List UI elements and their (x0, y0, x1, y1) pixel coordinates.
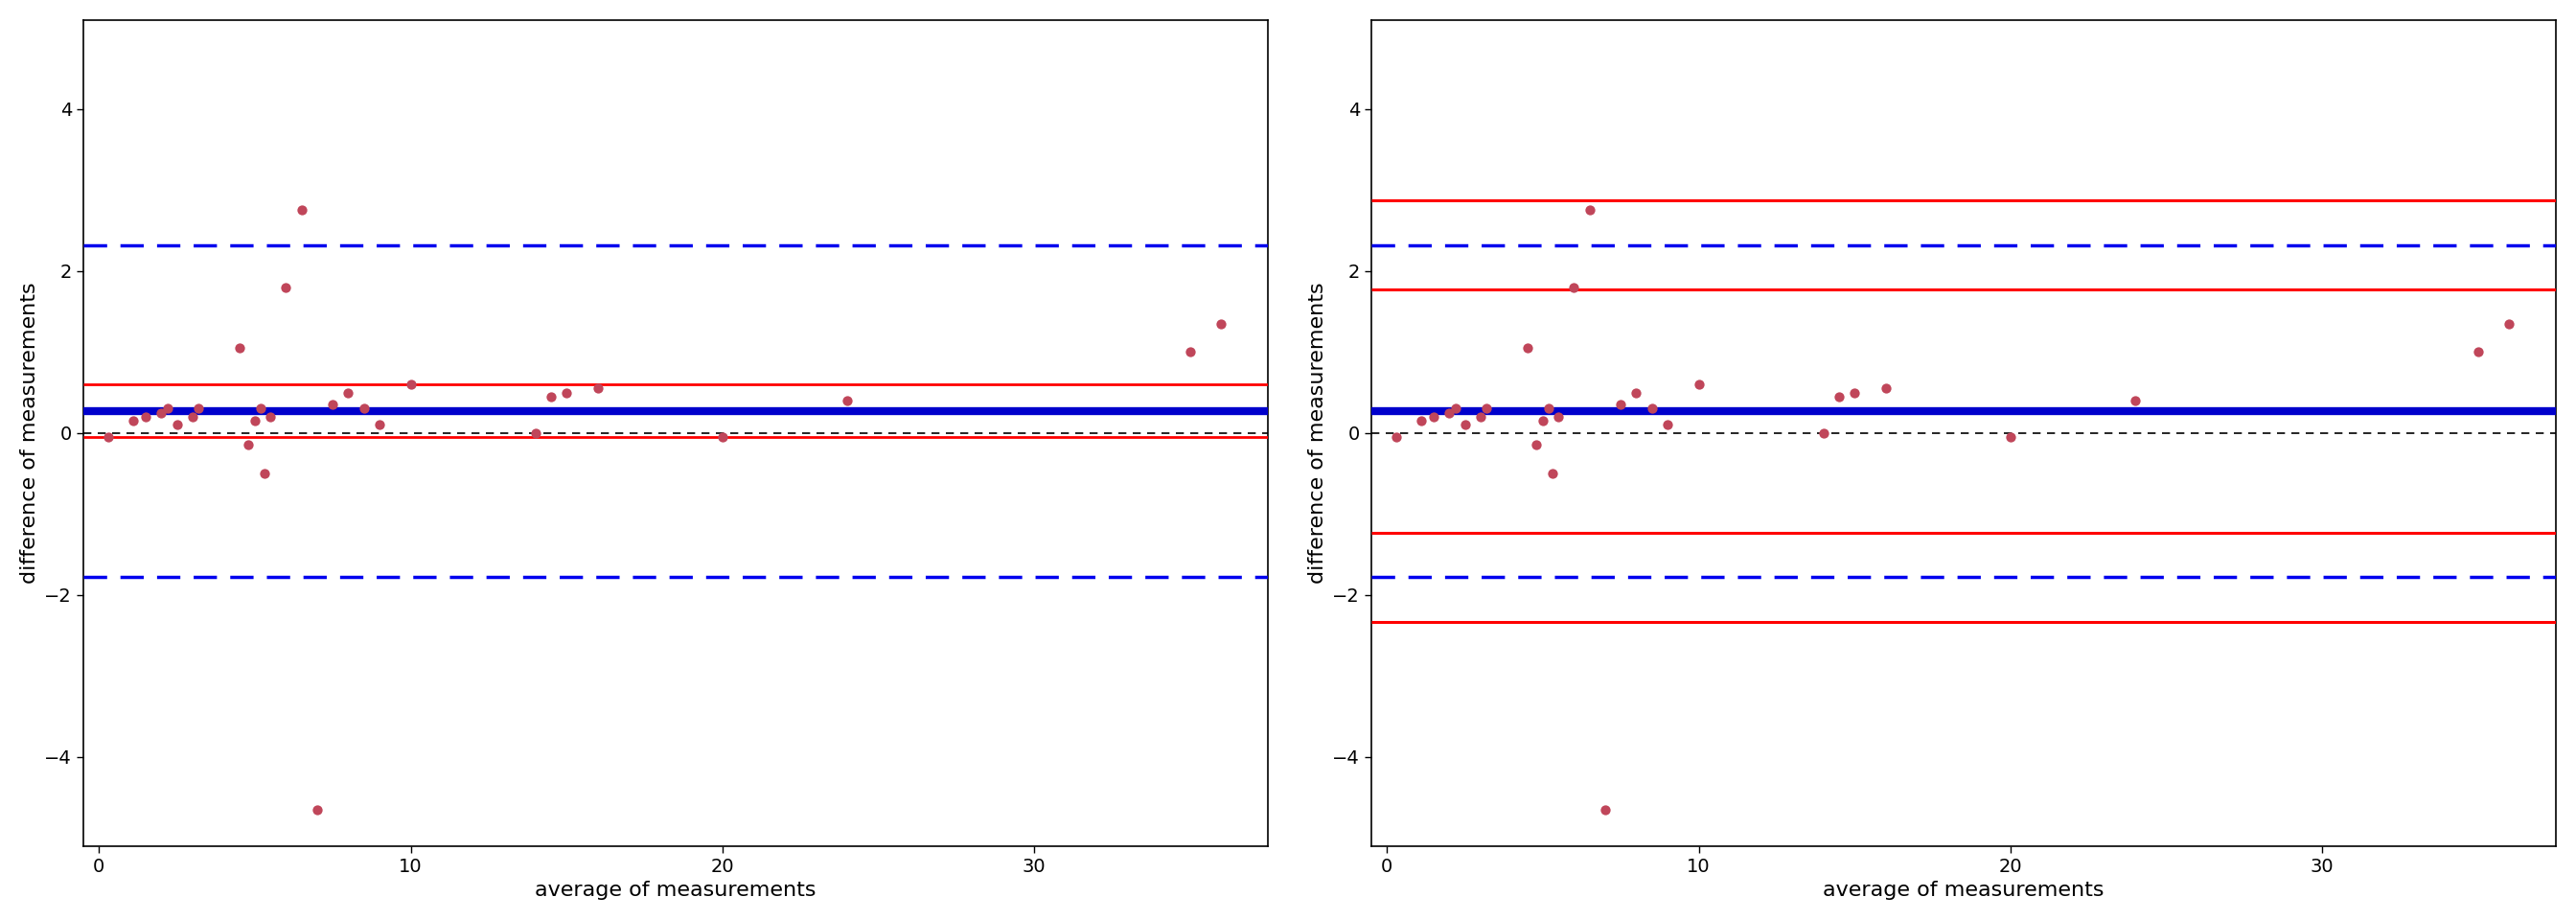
Point (1445, 418, 1486, 432)
Point (1461, 409, 1502, 424)
Y-axis label: difference of measurements: difference of measurements (21, 282, 39, 584)
Point (2115, 393, 2156, 408)
Point (1170, 345, 1211, 360)
Point (1989, 430, 2030, 444)
Point (240, 401, 281, 416)
Y-axis label: difference of measurements: difference of measurements (1309, 282, 1327, 584)
Point (1515, 438, 1556, 453)
Point (227, 438, 268, 453)
Point (312, 397, 353, 412)
Point (515, 426, 556, 441)
Point (265, 280, 307, 294)
Point (147, 401, 188, 416)
Point (1819, 389, 1860, 404)
Point (296, 802, 337, 817)
Point (2488, 316, 2530, 331)
X-axis label: average of measurements: average of measurements (1824, 880, 2105, 900)
Point (358, 418, 399, 432)
Point (1677, 377, 1718, 392)
Point (1533, 466, 1574, 481)
Point (701, 430, 742, 444)
Point (1803, 426, 1844, 441)
Point (389, 377, 430, 392)
Point (1584, 802, 1625, 817)
Point (250, 409, 291, 424)
Point (157, 418, 198, 432)
Point (343, 401, 384, 416)
Point (577, 381, 618, 396)
Point (1865, 381, 1906, 396)
Point (178, 401, 219, 416)
Point (2458, 345, 2499, 360)
Point (827, 393, 868, 408)
Point (245, 466, 286, 481)
Point (1600, 397, 1641, 412)
Point (113, 413, 155, 428)
Point (1435, 401, 1476, 416)
Point (219, 340, 260, 355)
Point (1507, 340, 1548, 355)
Point (126, 409, 167, 424)
Point (1631, 401, 1672, 416)
Point (1834, 385, 1875, 400)
Point (1522, 413, 1564, 428)
Point (1466, 401, 1507, 416)
Point (1646, 418, 1687, 432)
Point (1553, 280, 1595, 294)
Point (1430, 406, 1471, 420)
Point (327, 385, 368, 400)
Point (1401, 413, 1443, 428)
Point (1528, 401, 1569, 416)
Point (546, 385, 587, 400)
Point (234, 413, 276, 428)
Point (531, 389, 572, 404)
Point (142, 406, 183, 420)
Point (88, 430, 129, 444)
Point (1200, 316, 1242, 331)
Point (1414, 409, 1455, 424)
Point (281, 203, 322, 218)
Point (1615, 385, 1656, 400)
Point (1538, 409, 1579, 424)
Point (1376, 430, 1417, 444)
Point (1569, 203, 1610, 218)
X-axis label: average of measurements: average of measurements (536, 880, 817, 900)
Point (173, 409, 214, 424)
